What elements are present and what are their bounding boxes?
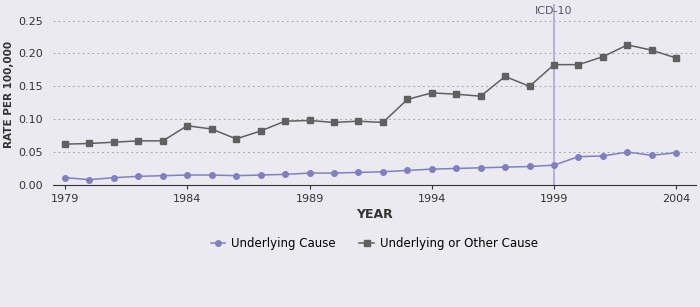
Underlying Cause [85,178,94,181]
Underlying Cause [550,163,558,167]
Underlying Cause [501,165,510,169]
Underlying Cause [159,174,167,177]
Underlying Cause [183,173,192,177]
Underlying or Other Cause [207,127,216,131]
Underlying Cause [672,151,680,154]
Underlying Cause [256,173,265,177]
Underlying Cause [379,170,387,173]
Legend: Underlying Cause, Underlying or Other Cause: Underlying Cause, Underlying or Other Ca… [206,232,542,255]
Underlying Cause [574,155,582,158]
Underlying Cause [61,176,69,180]
Underlying or Other Cause [183,124,192,128]
Underlying Cause [428,167,436,171]
Underlying Cause [648,154,656,157]
Underlying or Other Cause [452,92,461,96]
Underlying or Other Cause [110,140,118,144]
Underlying Cause [354,171,363,174]
Underlying Cause [134,174,143,178]
Underlying or Other Cause [623,43,631,47]
X-axis label: YEAR: YEAR [356,208,393,221]
Underlying or Other Cause [134,139,143,143]
Underlying Cause [330,171,338,175]
Y-axis label: RATE PER 100,000: RATE PER 100,000 [4,41,14,148]
Underlying or Other Cause [61,142,69,146]
Text: ICD-10: ICD-10 [536,6,573,16]
Underlying or Other Cause [281,119,289,123]
Underlying or Other Cause [550,63,558,67]
Underlying Cause [623,150,631,154]
Underlying or Other Cause [232,137,240,141]
Underlying or Other Cause [379,121,387,124]
Underlying or Other Cause [598,55,607,59]
Underlying Cause [598,154,607,158]
Underlying Cause [232,174,240,177]
Underlying Cause [477,166,485,170]
Underlying Cause [526,165,534,168]
Underlying or Other Cause [428,91,436,95]
Underlying or Other Cause [354,119,363,123]
Underlying or Other Cause [330,121,338,124]
Underlying or Other Cause [648,48,656,52]
Underlying or Other Cause [501,75,510,78]
Underlying or Other Cause [403,98,412,101]
Underlying Cause [110,176,118,180]
Underlying or Other Cause [672,56,680,60]
Underlying or Other Cause [159,139,167,143]
Underlying or Other Cause [256,129,265,133]
Underlying or Other Cause [85,142,94,145]
Underlying Cause [207,173,216,177]
Underlying Cause [281,173,289,176]
Underlying or Other Cause [305,119,314,122]
Underlying or Other Cause [526,84,534,88]
Line: Underlying or Other Cause: Underlying or Other Cause [62,42,679,147]
Underlying Cause [452,167,461,170]
Underlying Cause [403,169,412,172]
Underlying or Other Cause [574,63,582,67]
Underlying Cause [305,171,314,175]
Line: Underlying Cause: Underlying Cause [62,149,679,182]
Underlying or Other Cause [477,94,485,98]
